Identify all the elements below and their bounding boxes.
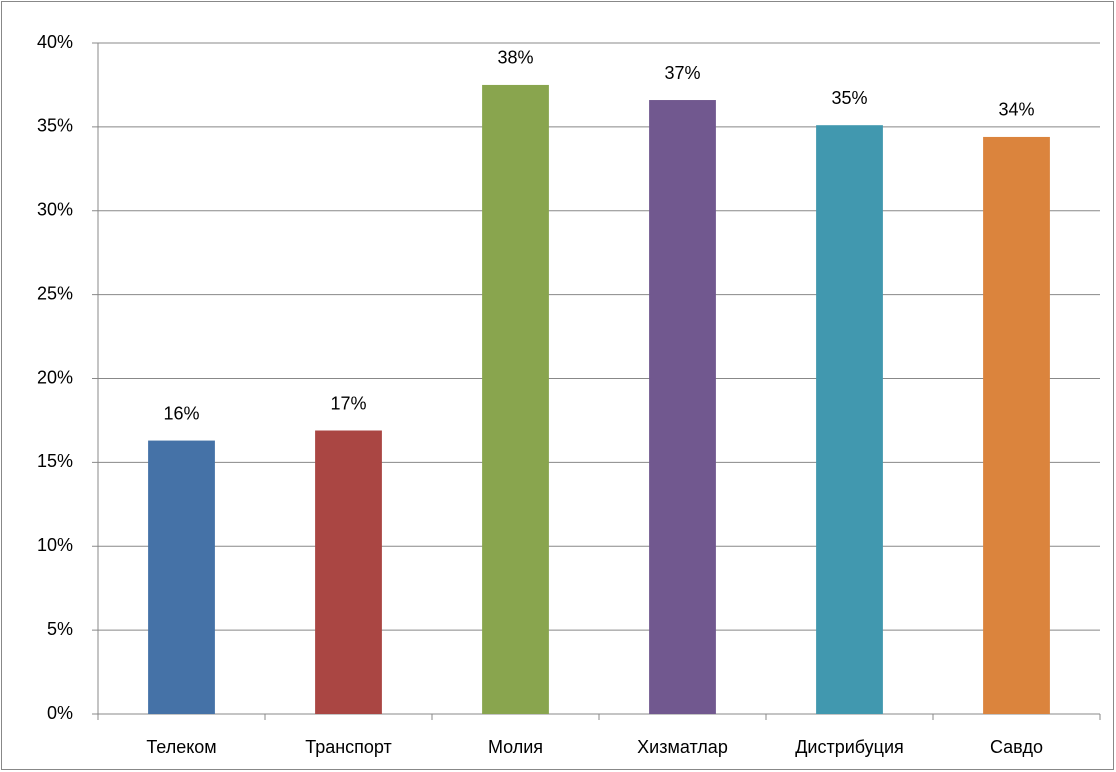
x-tick-label: Савдо <box>990 737 1043 757</box>
bar <box>315 430 382 714</box>
bar <box>482 84 549 714</box>
value-label: 37% <box>664 63 700 83</box>
x-tick-label: Хизматлар <box>637 737 728 757</box>
y-tick-label: 35% <box>37 116 73 136</box>
y-tick-label: 20% <box>37 367 73 387</box>
bar <box>983 136 1050 714</box>
bar <box>148 440 215 714</box>
x-tick-label: Транспорт <box>305 737 392 757</box>
value-label: 16% <box>163 403 199 423</box>
x-tick-label: Телеком <box>146 737 216 757</box>
value-label: 35% <box>831 88 867 108</box>
y-tick-label: 30% <box>37 200 73 220</box>
x-tick-label: Дистрибуция <box>795 737 904 757</box>
y-tick-label: 40% <box>37 32 73 52</box>
bar <box>816 125 883 714</box>
y-tick-label: 15% <box>37 451 73 471</box>
y-tick-label: 0% <box>47 703 73 723</box>
bar <box>649 100 716 714</box>
value-label: 38% <box>497 48 533 68</box>
y-tick-label: 5% <box>47 619 73 639</box>
value-label: 17% <box>330 393 366 413</box>
value-label: 34% <box>998 100 1034 120</box>
x-tick-label: Молия <box>488 737 543 757</box>
y-tick-label: 25% <box>37 283 73 303</box>
y-tick-label: 10% <box>37 535 73 555</box>
